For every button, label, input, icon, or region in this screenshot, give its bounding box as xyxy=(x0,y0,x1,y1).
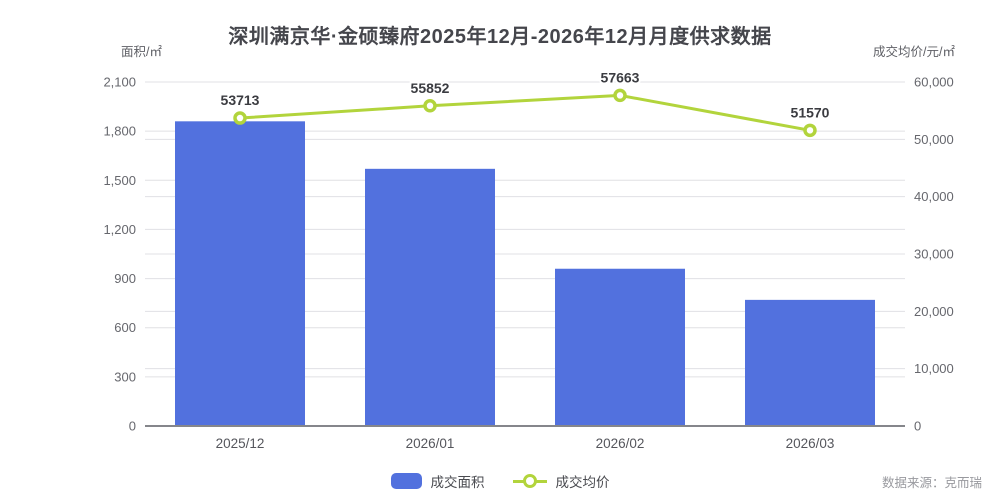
bar-2026/03[interactable] xyxy=(745,299,875,426)
line-marker-2026/01[interactable] xyxy=(423,99,437,113)
line-marker-2025/12[interactable] xyxy=(233,111,247,125)
right-ytick-0: 0 xyxy=(914,419,921,434)
left-ytick-900: 900 xyxy=(114,271,136,286)
bar-2025/12[interactable] xyxy=(175,121,305,427)
price-line xyxy=(238,93,812,132)
data-label-2025/12: 53713 xyxy=(221,92,260,108)
left-axis-unit-label: 面积/㎡ xyxy=(121,45,162,59)
data-label-2026/01: 55852 xyxy=(411,80,450,96)
legend-bar-label: 成交面积 xyxy=(430,475,485,490)
right-ytick-30000: 30,000 xyxy=(914,247,954,262)
left-ytick-1500: 1,500 xyxy=(103,173,136,188)
data-label-2026/02: 57663 xyxy=(601,69,640,85)
line-marker-2026/03[interactable] xyxy=(803,123,817,138)
legend-item-line-series[interactable]: 成交均价 xyxy=(512,471,610,491)
left-ytick-0: 0 xyxy=(129,419,136,434)
left-ytick-1800: 1,800 xyxy=(103,124,136,139)
bar-2026/02[interactable] xyxy=(555,268,685,426)
left-ytick-1200: 1,200 xyxy=(103,222,136,237)
left-ytick-600: 600 xyxy=(114,320,136,335)
xtick-2025/12: 2025/12 xyxy=(216,436,265,451)
line-series-swatch-icon xyxy=(512,473,547,489)
left-ytick-2100: 2,100 xyxy=(103,75,136,90)
legend-item-bar-series[interactable]: 成交面积 xyxy=(390,471,485,491)
xtick-2026/03: 2026/03 xyxy=(786,436,835,451)
line-marker-2026/02[interactable] xyxy=(613,88,627,103)
right-ytick-40000: 40,000 xyxy=(914,189,954,204)
right-ytick-60000: 60,000 xyxy=(914,75,954,90)
legend-line-label: 成交均价 xyxy=(555,475,610,490)
xtick-2026/02: 2026/02 xyxy=(596,436,645,451)
xtick-2026/01: 2026/01 xyxy=(406,436,455,451)
right-axis-unit-label: 成交均价/元/㎡ xyxy=(873,45,955,59)
right-ytick-20000: 20,000 xyxy=(914,304,954,319)
legend: 成交面积 成交均价 xyxy=(0,471,1000,491)
right-ytick-50000: 50,000 xyxy=(914,132,954,147)
line-swatch-ring-icon xyxy=(522,474,537,488)
right-ytick-10000: 10,000 xyxy=(914,361,954,376)
chart-title: 深圳满京华·金硕臻府2025年12月-2026年12月月度供求数据 xyxy=(228,26,772,48)
bar-series-swatch-icon xyxy=(390,473,422,489)
bar-2026/01[interactable] xyxy=(365,168,495,427)
data-label-2026/03: 51570 xyxy=(791,104,830,120)
data-source-note: 数据来源：克而瑞 xyxy=(881,476,982,490)
left-ytick-300: 300 xyxy=(114,369,136,384)
